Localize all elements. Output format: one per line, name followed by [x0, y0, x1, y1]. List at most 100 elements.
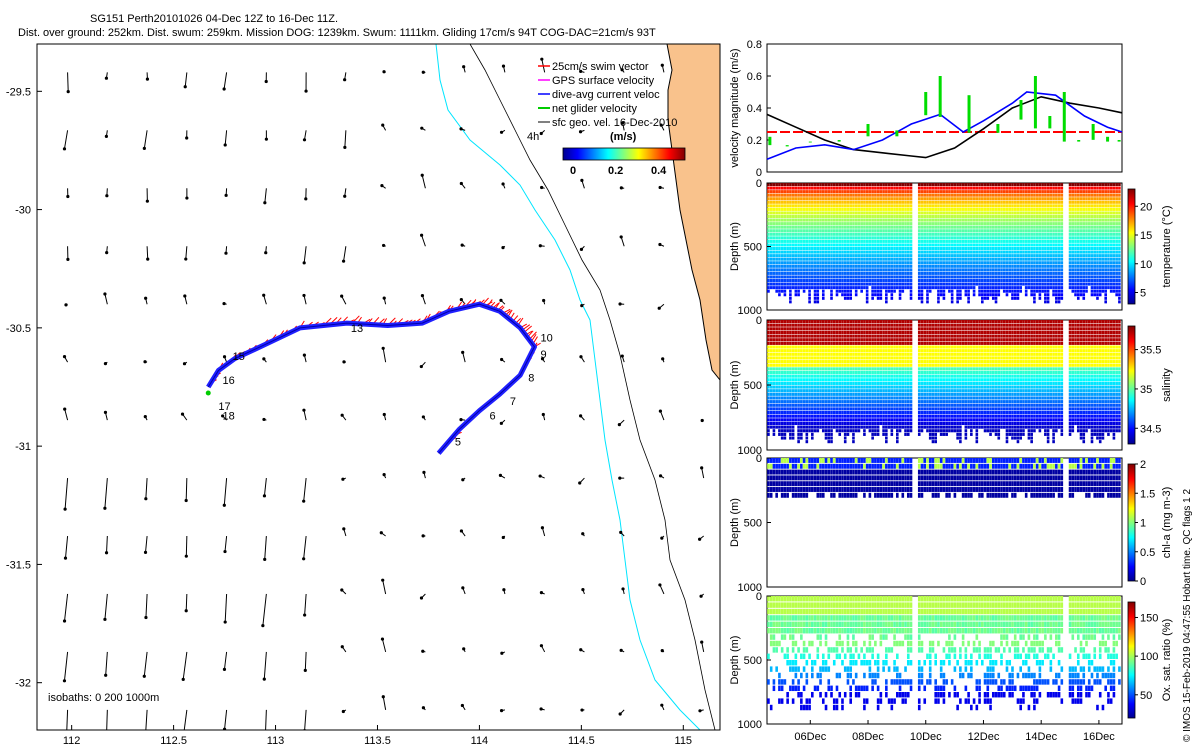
section-sample — [797, 229, 800, 233]
section-sample — [797, 204, 800, 208]
section-sample — [1096, 250, 1099, 254]
section-sample — [786, 360, 789, 364]
section-sample — [1098, 229, 1102, 233]
section-sample — [1044, 275, 1047, 279]
section-sample — [945, 190, 948, 194]
section-sample — [959, 289, 962, 293]
section-sample — [832, 186, 836, 190]
section-sample — [811, 232, 814, 236]
section-sample — [1052, 218, 1055, 222]
section-sample — [1049, 204, 1053, 208]
section-sample — [896, 218, 899, 222]
section-sample — [1101, 207, 1105, 211]
section-sample — [923, 222, 927, 226]
section-sample — [934, 207, 937, 211]
section-sample — [928, 289, 932, 293]
section-sample — [950, 271, 954, 275]
section-sample — [852, 247, 855, 251]
section-sample — [1013, 190, 1017, 194]
section-sample — [928, 200, 932, 204]
section-sample — [843, 271, 847, 275]
section-sample — [1041, 193, 1044, 197]
section-sample — [846, 286, 850, 290]
section-sample — [780, 215, 784, 219]
section-sample — [1118, 193, 1121, 197]
section-sample — [1087, 218, 1091, 222]
section-sample — [1090, 257, 1094, 261]
section-sample — [830, 232, 833, 236]
section-sample — [1016, 232, 1020, 236]
section-sample — [1041, 197, 1044, 201]
section-sample — [917, 268, 921, 272]
section-sample — [1002, 239, 1006, 243]
section-sample — [805, 243, 809, 247]
geo-vector-head — [541, 412, 545, 417]
section-sample — [813, 254, 817, 258]
section-sample — [1044, 232, 1047, 236]
section-sample — [874, 197, 877, 201]
section-sample — [871, 261, 874, 265]
section-sample — [909, 289, 913, 293]
section-sample — [1112, 207, 1116, 211]
section-sample — [975, 193, 979, 197]
section-sample — [852, 261, 855, 265]
section-sample — [789, 370, 792, 375]
section-sample — [789, 327, 792, 331]
section-sample — [789, 232, 792, 236]
section-sample — [934, 279, 937, 283]
section-sample — [1055, 243, 1058, 247]
section-sample — [819, 282, 822, 286]
section-sample — [775, 186, 778, 190]
section-sample — [1079, 239, 1083, 243]
map-frame — [36, 43, 721, 731]
section-sample — [865, 296, 869, 300]
section-sample — [1074, 211, 1077, 215]
section-sample — [953, 218, 957, 222]
section-sample — [778, 425, 781, 429]
section-sample — [841, 250, 844, 254]
section-sample — [991, 211, 995, 215]
geo-vector-head — [539, 707, 543, 711]
section-sample — [950, 247, 954, 251]
section-sample — [871, 247, 874, 251]
section-sample — [1096, 239, 1099, 243]
section-sample — [786, 381, 789, 385]
section-sample — [904, 279, 907, 283]
geo-vector-head — [419, 364, 423, 369]
section-sample — [780, 204, 784, 208]
section-sample — [1044, 222, 1047, 226]
geo-vector-head — [462, 65, 466, 69]
section-sample — [1060, 200, 1064, 204]
section-sample — [800, 271, 803, 275]
geo-vector-head — [66, 194, 70, 199]
section-sample — [926, 279, 929, 283]
section-sample — [876, 215, 880, 219]
geo-vector-head — [342, 360, 346, 364]
section-sample — [1085, 275, 1088, 279]
section-sample — [1118, 190, 1121, 194]
section-sample — [838, 183, 842, 187]
geo-vector — [381, 638, 387, 653]
section-sample — [772, 392, 776, 396]
section-sample — [1019, 222, 1022, 226]
section-sample — [967, 193, 970, 197]
section-sample — [838, 282, 842, 286]
section-sample — [1055, 204, 1058, 208]
geo-vector-head — [700, 640, 704, 644]
section-sample — [961, 225, 965, 229]
section-sample — [786, 211, 789, 215]
section-sample — [942, 261, 946, 265]
section-sample — [1060, 254, 1064, 258]
section-sample — [1052, 289, 1055, 293]
section-sample — [1013, 254, 1017, 258]
section-sample — [1085, 271, 1088, 275]
section-sample — [1115, 204, 1118, 208]
section-sample — [1074, 282, 1077, 286]
geo-vector-head — [618, 302, 622, 306]
section-sample — [887, 264, 891, 268]
section-sample — [882, 218, 885, 222]
section-sample — [887, 254, 891, 258]
section-sample — [769, 250, 773, 254]
section-sample — [865, 279, 869, 283]
section-sample — [931, 279, 935, 283]
